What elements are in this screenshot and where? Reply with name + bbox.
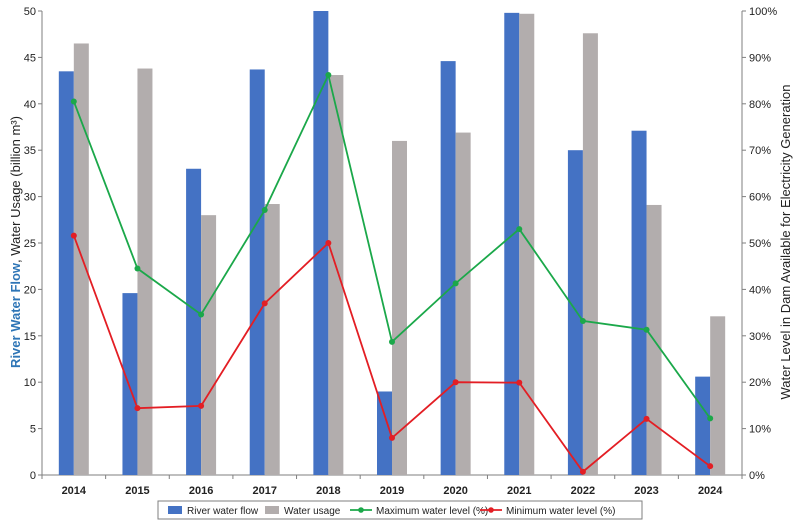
y-axis-left-title: River Water Flow, Water Usage (billion m… bbox=[8, 116, 23, 368]
y-left-tick-label: 5 bbox=[30, 424, 36, 436]
bar-water-usage-2015 bbox=[137, 68, 153, 475]
bar-water-usage-2017 bbox=[264, 204, 280, 476]
x-tick-label-2015: 2015 bbox=[125, 485, 149, 497]
bar-river-water-flow-2019 bbox=[377, 391, 392, 475]
y-right-tick-label: 100% bbox=[749, 6, 777, 18]
x-tick-label-2023: 2023 bbox=[634, 485, 658, 497]
legend-box bbox=[157, 500, 643, 520]
point-maximum-water-level-2019 bbox=[389, 338, 395, 345]
y-right-tick-label: 10% bbox=[749, 424, 771, 436]
y-axis-left-title-highlight: River Water Flow bbox=[8, 262, 23, 368]
legend-swatch-river-water-flow bbox=[168, 506, 182, 514]
bar-river-water-flow-2015 bbox=[122, 293, 138, 475]
y-right-tick-label: 50% bbox=[749, 238, 771, 250]
point-minimum-water-level-2015 bbox=[134, 405, 141, 412]
y-axis-right-title: Water Level in Dam Available for Electri… bbox=[778, 84, 793, 399]
y-left-tick-label: 30 bbox=[24, 192, 36, 204]
y-right-tick-label: 90% bbox=[749, 52, 771, 64]
x-tick-label-2017: 2017 bbox=[252, 485, 276, 497]
y-right-tick-label: 80% bbox=[749, 99, 771, 111]
legend-marker-maximum-water-level bbox=[358, 507, 364, 513]
bar-river-water-flow-2023 bbox=[631, 130, 647, 475]
lines-group bbox=[70, 72, 714, 475]
y-left-tick-label: 25 bbox=[24, 238, 36, 250]
y-right-tick-label: 0% bbox=[749, 470, 765, 482]
point-minimum-water-level-2023 bbox=[643, 415, 650, 422]
point-minimum-water-level-2017 bbox=[261, 300, 268, 307]
legend-swatch-water-usage bbox=[265, 506, 279, 514]
legend-marker-minimum-water-level bbox=[488, 507, 494, 513]
legend-label-minimum-water-level: Minimum water level (%) bbox=[506, 506, 615, 517]
point-minimum-water-level-2019 bbox=[389, 434, 395, 441]
bar-water-usage-2019 bbox=[392, 140, 407, 476]
bar-water-usage-2022 bbox=[582, 33, 598, 475]
y-right-tick-label: 60% bbox=[749, 192, 771, 204]
x-tick-label-2021: 2021 bbox=[507, 485, 531, 497]
point-minimum-water-level-2022 bbox=[579, 468, 586, 475]
y-left-tick-label: 15 bbox=[24, 331, 36, 343]
legend: River water flow Water usage Maximum water… bbox=[157, 500, 643, 520]
point-minimum-water-level-2018 bbox=[325, 240, 332, 246]
y-right-tick-label: 20% bbox=[749, 377, 771, 389]
y-left-tick-label: 45 bbox=[24, 52, 36, 64]
y-right-tick-label: 30% bbox=[749, 331, 771, 343]
point-maximum-water-level-2015 bbox=[134, 265, 141, 272]
y-left-tick-label: 10 bbox=[24, 377, 36, 389]
point-maximum-water-level-2021 bbox=[516, 226, 523, 233]
y-left-tick-label: 40 bbox=[24, 99, 36, 111]
legend-label-water-usage: Water usage bbox=[284, 506, 341, 517]
legend-label-river-water-flow: River water flow bbox=[187, 506, 259, 517]
point-maximum-water-level-2020 bbox=[452, 280, 459, 287]
point-maximum-water-level-2016 bbox=[198, 311, 205, 318]
bars-group bbox=[58, 11, 726, 476]
bar-water-usage-2014 bbox=[73, 43, 89, 475]
point-maximum-water-level-2024 bbox=[707, 415, 714, 422]
bar-water-usage-2020 bbox=[455, 132, 471, 475]
bar-water-usage-2021 bbox=[519, 13, 535, 476]
point-minimum-water-level-2024 bbox=[707, 463, 714, 470]
y-left-tick-label: 0 bbox=[30, 470, 36, 482]
bar-river-water-flow-2020 bbox=[440, 61, 456, 475]
point-minimum-water-level-2016 bbox=[198, 402, 205, 409]
point-minimum-water-level-2020 bbox=[452, 379, 459, 386]
y-right-ticks: 0% 10% 20% 30% 40% 50% 60% 70% 80% 90% 100% bbox=[742, 6, 777, 482]
x-ticks: 2014 2015 2016 2017 2018 2019 2020 2021 2022 2023… bbox=[41, 475, 743, 497]
bar-river-water-flow-2016 bbox=[186, 168, 202, 475]
bar-river-water-flow-2018 bbox=[313, 11, 329, 475]
bar-river-water-flow-2014 bbox=[58, 71, 74, 475]
point-maximum-water-level-2017 bbox=[261, 207, 268, 214]
x-tick-label-2014: 2014 bbox=[62, 485, 87, 497]
point-maximum-water-level-2023 bbox=[643, 326, 650, 333]
bar-river-water-flow-2021 bbox=[504, 12, 520, 476]
x-tick-label-2016: 2016 bbox=[189, 485, 213, 497]
y-left-ticks: 0 5 10 15 20 25 30 35 40 45 50 bbox=[24, 6, 42, 482]
legend-label-maximum-water-level: Maximum water level (%) bbox=[376, 506, 488, 517]
point-maximum-water-level-2022 bbox=[579, 317, 586, 324]
x-tick-label-2024: 2024 bbox=[698, 485, 723, 497]
y-axis-left-title-rest: , Water Usage (billion m³) bbox=[8, 116, 23, 263]
bar-river-water-flow-2022 bbox=[567, 150, 583, 475]
x-tick-label-2020: 2020 bbox=[443, 485, 467, 497]
bar-water-usage-2018 bbox=[328, 75, 344, 476]
point-minimum-water-level-2014 bbox=[70, 232, 77, 239]
point-maximum-water-level-2014 bbox=[70, 98, 77, 105]
y-left-tick-label: 35 bbox=[24, 145, 36, 157]
bar-water-usage-2016 bbox=[201, 215, 217, 475]
bar-river-water-flow-2017 bbox=[249, 69, 265, 476]
bar-water-usage-2024 bbox=[710, 316, 726, 475]
y-right-tick-label: 40% bbox=[749, 284, 771, 296]
x-tick-label-2019: 2019 bbox=[380, 485, 404, 497]
y-left-tick-label: 20 bbox=[24, 284, 36, 296]
y-left-tick-label: 50 bbox=[24, 6, 36, 18]
x-tick-label-2018: 2018 bbox=[316, 485, 340, 497]
point-minimum-water-level-2021 bbox=[516, 379, 523, 386]
point-maximum-water-level-2018 bbox=[325, 72, 332, 79]
x-tick-label-2022: 2022 bbox=[571, 485, 595, 497]
y-right-tick-label: 70% bbox=[749, 145, 771, 157]
